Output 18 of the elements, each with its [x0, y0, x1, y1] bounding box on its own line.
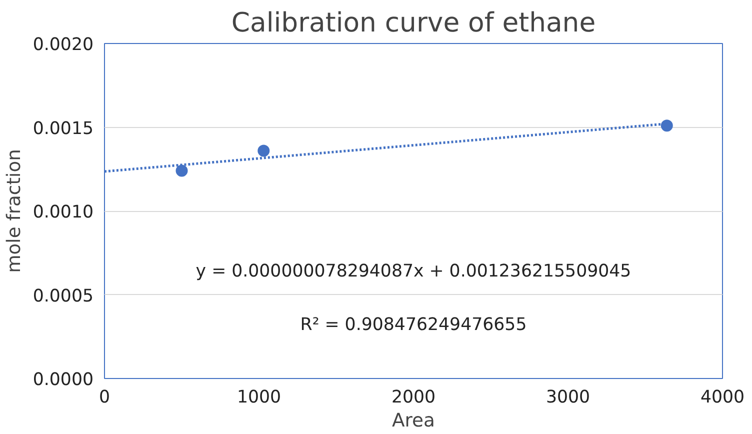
y-axis-title: mole fraction [4, 149, 25, 273]
x-tick-label: 0 [98, 388, 110, 408]
point [660, 120, 673, 132]
annotation: y = 0.000000078294087x + 0.001236215509045 [196, 261, 632, 282]
x-tick-label: 2000 [391, 388, 436, 408]
point [258, 144, 270, 157]
y-tick-label: 0.0015 [32, 118, 94, 139]
x-tick-label: 1000 [236, 388, 282, 408]
x-axis-title: Area [392, 410, 435, 432]
y-tick-label: 0.0005 [32, 286, 94, 306]
annotation: R² = 0.908476249476655 [300, 314, 527, 335]
x-tick-label: 4000 [700, 388, 745, 408]
y-tick-label: 0.0020 [32, 35, 94, 55]
x-tick-label: 3000 [546, 388, 590, 408]
y-tick-label: 0.0000 [32, 370, 94, 390]
chart-title: Calibration curve of ethane [231, 8, 596, 38]
point [176, 164, 188, 177]
y-tick-label: 0.0010 [32, 202, 94, 222]
